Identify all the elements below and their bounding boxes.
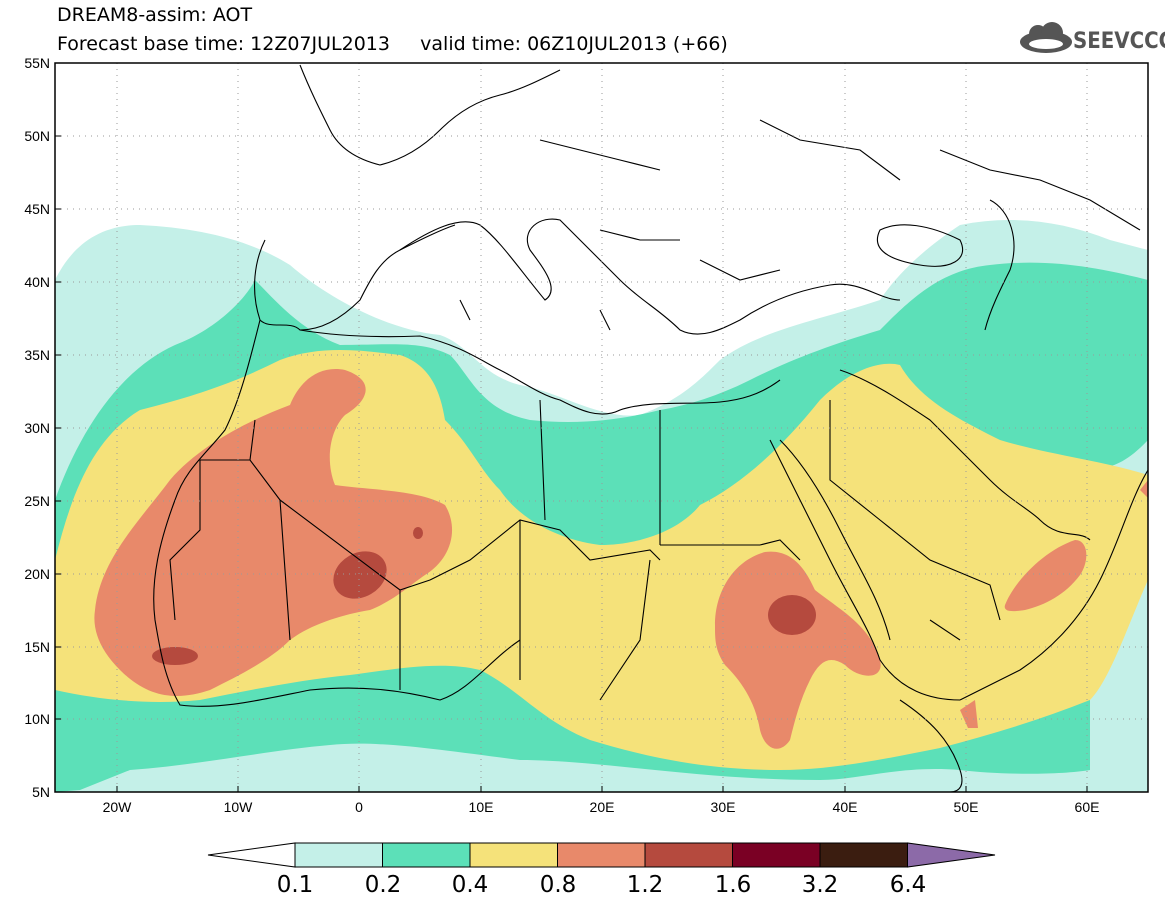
aot-contour-0.8-eastedge bbox=[1140, 480, 1148, 498]
colorbar-label: 1.6 bbox=[714, 872, 752, 898]
lon-label: 50E bbox=[954, 799, 979, 815]
lon-label: 30E bbox=[711, 799, 736, 815]
lat-label: 55N bbox=[24, 55, 50, 71]
coastlines bbox=[153, 64, 1148, 792]
aot-contour-1.2-a bbox=[333, 551, 387, 599]
lat-label: 40N bbox=[24, 274, 50, 290]
lon-label: 0 bbox=[355, 799, 363, 815]
colorbar-swatch bbox=[382, 842, 471, 868]
chart-title: DREAM8-assim: AOT bbox=[57, 4, 253, 26]
aot-contour-0.8-east bbox=[715, 551, 881, 749]
lon-labels: 20W 10W 0 10E 20E 30E 40E 50E 60E bbox=[103, 799, 1100, 815]
lat-label: 20N bbox=[24, 566, 50, 582]
aot-contour-0.8-oman bbox=[1004, 540, 1087, 612]
lat-label: 30N bbox=[24, 420, 50, 436]
colorbar-swatch bbox=[732, 842, 821, 868]
lon-label: 40E bbox=[833, 799, 858, 815]
lat-label: 15N bbox=[24, 639, 50, 655]
lat-label: 50N bbox=[24, 128, 50, 144]
tick-marks bbox=[55, 62, 1088, 793]
lon-label: 10E bbox=[469, 799, 494, 815]
lat-label: 25N bbox=[24, 493, 50, 509]
lon-label: 20W bbox=[103, 799, 133, 815]
colorbar-swatch bbox=[294, 842, 383, 868]
lon-label: 20E bbox=[590, 799, 615, 815]
grid bbox=[55, 63, 1148, 792]
lat-labels: 55N 50N 45N 40N 35N 30N 25N 20N 15N 10N … bbox=[24, 55, 50, 800]
aot-contour-1.2-b bbox=[152, 647, 198, 665]
colorbar-label: 1.2 bbox=[626, 872, 664, 898]
colorbar-swatch bbox=[469, 842, 558, 868]
colorbar-label: 0.2 bbox=[364, 872, 402, 898]
lon-label: 60E bbox=[1075, 799, 1100, 815]
aot-field bbox=[55, 220, 1148, 792]
seevccc-logo-icon bbox=[1020, 22, 1072, 53]
colorbar-swatch bbox=[557, 842, 646, 868]
colorbar-under-triangle bbox=[207, 842, 296, 868]
colorbar-swatch bbox=[819, 842, 908, 868]
colorbar-over-triangle bbox=[907, 842, 996, 868]
lat-label: 45N bbox=[24, 201, 50, 217]
lat-label: 5N bbox=[32, 784, 50, 800]
aot-contour-1.2-c bbox=[768, 595, 816, 635]
aot-contour-1.2-d bbox=[413, 527, 423, 539]
aot-contour-0.8-somalia bbox=[960, 700, 978, 728]
colorbar-label: 0.1 bbox=[276, 872, 314, 898]
lon-label: 10W bbox=[224, 799, 254, 815]
colorbar-label: 0.4 bbox=[451, 872, 489, 898]
forecast-times: Forecast base time: 12Z07JUL2013 valid t… bbox=[57, 33, 728, 55]
colorbar-label: 6.4 bbox=[889, 872, 927, 898]
lat-label: 35N bbox=[24, 347, 50, 363]
lat-label: 10N bbox=[24, 711, 50, 727]
colorbar bbox=[207, 842, 996, 868]
logo-text: SEEVCCC bbox=[1073, 29, 1165, 54]
aot-contour-0.8-west bbox=[94, 369, 453, 696]
colorbar-label: 0.8 bbox=[539, 872, 577, 898]
colorbar-swatch bbox=[644, 842, 733, 868]
colorbar-label: 3.2 bbox=[801, 872, 839, 898]
